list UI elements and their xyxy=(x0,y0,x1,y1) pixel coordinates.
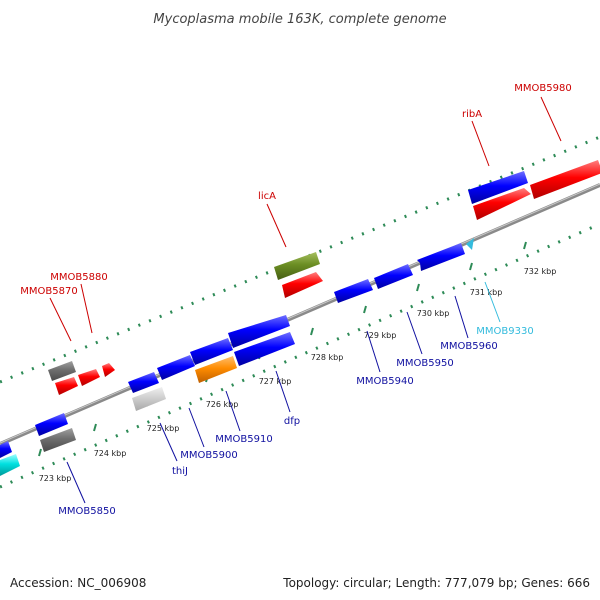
gene-arrow-riba[interactable] xyxy=(473,188,531,220)
gene-label-mmob5850[interactable]: MMOB5850 xyxy=(58,506,115,517)
gene-box-pseudo-forward[interactable] xyxy=(48,361,76,381)
tick-mark xyxy=(523,241,527,250)
gene-label-mmob5900[interactable]: MMOB5900 xyxy=(180,450,237,461)
gene-label-riba[interactable]: ribA xyxy=(462,109,482,120)
gene-arrow-dfp[interactable] xyxy=(228,315,290,348)
gene-label-mmob5950[interactable]: MMOB5950 xyxy=(396,358,453,369)
gene-label-thij[interactable]: thiJ xyxy=(172,466,188,477)
tick-label: 730 kbp xyxy=(417,309,450,318)
gene-labels: MMOB5980 ribA licA MMOB5880 MMOB5870 MMOB9330… xyxy=(20,83,571,517)
tick-label: 724 kbp xyxy=(94,449,127,458)
label-leaders xyxy=(49,96,562,504)
gene-label-lica[interactable]: licA xyxy=(258,191,276,202)
gene-box-trna-cyan[interactable] xyxy=(0,454,20,476)
genome-summary-label: Topology: circular; Length: 777,079 bp; … xyxy=(283,576,590,590)
gene-arrow-thij[interactable] xyxy=(157,355,195,380)
tick-mark xyxy=(469,262,473,271)
reverse-genes xyxy=(0,171,528,476)
gene-arrow-mmob5980[interactable] xyxy=(530,160,600,199)
gene-label-mmob5980[interactable]: MMOB5980 xyxy=(514,83,571,94)
gene-arrow-left-edge[interactable] xyxy=(0,441,12,458)
gene-arrow-mmob5930[interactable] xyxy=(334,279,373,303)
tick-label: 726 kbp xyxy=(206,400,239,409)
tick-mark xyxy=(38,448,42,457)
gene-arrow-mmob5900[interactable] xyxy=(190,338,233,365)
tick-label: 732 kbp xyxy=(524,267,557,276)
accession-label: Accession: NC_006908 xyxy=(10,576,147,590)
gene-label-mmob9330[interactable]: MMOB9330 xyxy=(476,326,533,337)
gene-label-mmob5880[interactable]: MMOB5880 xyxy=(50,272,107,283)
map-title: Mycoplasma mobile 163K, complete genome xyxy=(153,12,446,27)
tick-label: 729 kbp xyxy=(364,331,397,340)
gene-arrow-mmob5850[interactable] xyxy=(35,413,68,436)
gene-arrow-mmob5880[interactable] xyxy=(78,369,100,386)
tick-mark xyxy=(363,305,367,314)
gene-label-mmob5960[interactable]: MMOB5960 xyxy=(440,341,497,352)
tick-mark xyxy=(310,327,314,336)
gene-box-licA-upstream[interactable] xyxy=(274,252,320,280)
tick-mark xyxy=(416,283,420,292)
gene-arrow-lica[interactable] xyxy=(282,272,323,298)
gene-arrow-trna-mmob9330[interactable] xyxy=(466,238,474,250)
genome-backbone xyxy=(0,183,600,446)
tick-mark xyxy=(93,423,97,432)
tick-label: 728 kbp xyxy=(311,353,344,362)
tick-label: 727 kbp xyxy=(259,377,292,386)
gene-box-pseudo-light[interactable] xyxy=(132,387,166,411)
gene-label-mmob5940[interactable]: MMOB5940 xyxy=(356,376,413,387)
gene-label-mmob5910[interactable]: MMOB5910 xyxy=(215,434,272,445)
gene-arrow-mmob5870[interactable] xyxy=(55,377,78,395)
gene-label-mmob5870[interactable]: MMOB5870 xyxy=(20,286,77,297)
gene-arrow-mmob5910[interactable] xyxy=(234,332,295,366)
gene-box-pseudo-reverse[interactable] xyxy=(40,428,76,452)
gene-arrow-reverse-a[interactable] xyxy=(128,372,159,393)
tick-label: 723 kbp xyxy=(39,474,72,483)
gene-arrow-mmob5960[interactable] xyxy=(468,171,528,204)
gene-arrow-mmob5940[interactable] xyxy=(374,264,413,289)
forward-genes xyxy=(48,160,600,395)
gene-label-dfp[interactable]: dfp xyxy=(284,416,300,427)
tick-label: 731 kbp xyxy=(470,288,503,297)
gene-box-orange-reverse[interactable] xyxy=(195,356,237,383)
gene-arrow-small-forward[interactable] xyxy=(102,363,115,377)
gene-arrow-mmob5950[interactable] xyxy=(417,243,465,271)
